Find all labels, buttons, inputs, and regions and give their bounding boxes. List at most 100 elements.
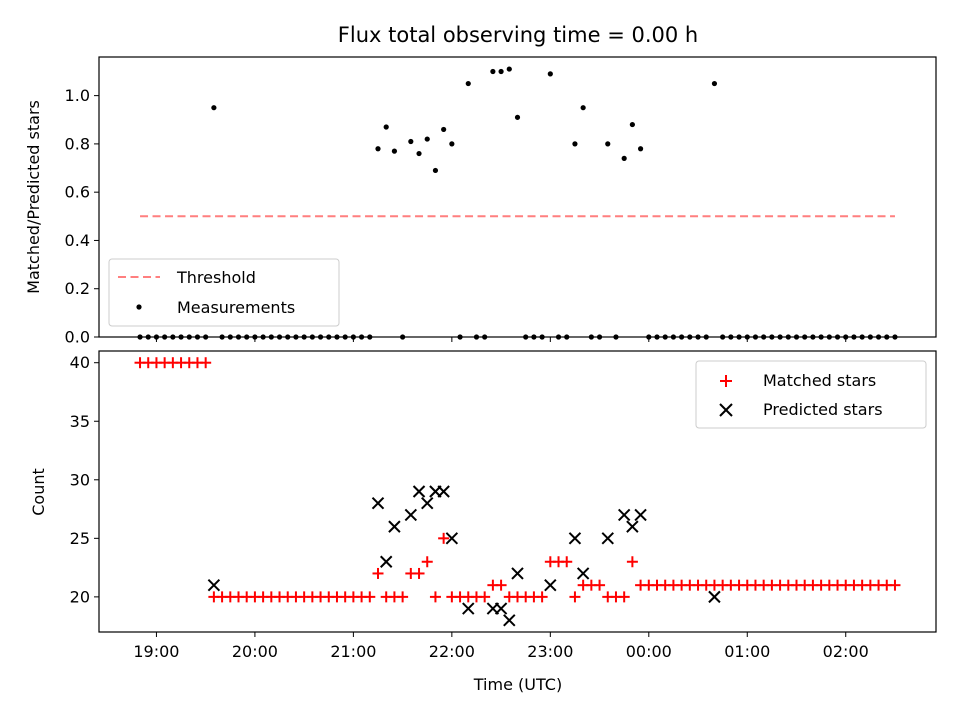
measurement-point <box>203 334 209 340</box>
measurement-point <box>358 334 365 340</box>
measurement-point <box>687 334 693 340</box>
measurement-point <box>268 334 274 340</box>
measurement-point <box>153 334 160 340</box>
measurement-point <box>432 167 439 174</box>
measurement-point <box>580 105 586 111</box>
measurement-point <box>629 121 635 128</box>
measurement-point <box>482 334 488 340</box>
matched-star-marker <box>536 591 548 603</box>
measurement-point <box>490 68 496 75</box>
bottom-y-axis-label: Count <box>29 468 48 516</box>
measurement-point <box>145 334 151 340</box>
bottom-y-tick-label: 35 <box>70 412 90 431</box>
measurement-point <box>400 334 406 340</box>
measurement-point <box>342 334 348 340</box>
measurement-point <box>777 334 783 340</box>
measurement-point <box>843 334 849 340</box>
bottom-y-ticks: 20 25 30 35 40 <box>70 353 99 606</box>
bottom-x-ticks: 19:00 20:00 21:00 22:00 23:00 00:00 01:00 02:00 <box>133 632 869 661</box>
measurement-point <box>662 334 668 340</box>
predicted-star-marker <box>462 602 475 615</box>
top-y-tick-label: 0.4 <box>65 231 90 250</box>
legend-measurements-swatch <box>136 304 142 310</box>
measurement-point <box>334 334 340 340</box>
measurement-point <box>473 334 480 340</box>
legend-predicted-label: Predicted stars <box>763 400 883 419</box>
measurement-point <box>884 334 890 340</box>
x-tick-label: 02:00 <box>823 642 869 661</box>
measurement-point <box>408 138 414 145</box>
measurement-point <box>793 334 800 340</box>
measurement-point <box>728 334 734 340</box>
chart-title: Flux total observing time = 0.00 h <box>338 23 698 47</box>
predicted-star-marker <box>626 520 639 533</box>
x-tick-label: 21:00 <box>330 642 376 661</box>
measurement-point <box>276 334 283 340</box>
measurement-point <box>613 334 619 340</box>
measurement-point <box>498 68 504 75</box>
measurement-point <box>646 334 652 340</box>
measurement-point <box>605 141 611 147</box>
measurement-point <box>235 334 242 340</box>
predicted-star-marker <box>544 578 557 592</box>
matched-star-marker <box>889 579 901 591</box>
measurement-point <box>785 334 791 340</box>
matched-star-marker <box>397 591 409 603</box>
top-panel: 0.0 0.2 0.4 0.6 0.8 1.0 Matched/Predicted sta… <box>24 56 937 347</box>
measurement-point <box>170 334 176 340</box>
measurement-point <box>350 334 356 340</box>
matched-star-marker <box>200 357 212 369</box>
measurement-point <box>679 334 685 340</box>
top-y-tick-label: 0.8 <box>65 134 90 153</box>
matched-star-marker <box>421 556 433 568</box>
measurement-point <box>810 334 816 340</box>
bottom-legend-box <box>695 360 927 429</box>
measurement-point <box>588 334 594 340</box>
x-tick-label: 01:00 <box>724 642 770 661</box>
measurement-point <box>514 114 521 120</box>
x-tick-label: 23:00 <box>527 642 573 661</box>
top-y-tick-label: 0.2 <box>65 279 90 298</box>
x-tick-label: 00:00 <box>626 642 672 661</box>
predicted-star-marker <box>568 532 582 545</box>
measurement-point <box>424 136 430 142</box>
measurement-point <box>186 334 192 340</box>
predicted-star-marker <box>511 567 524 580</box>
measurement-point <box>802 334 808 340</box>
predicted-star-marker <box>617 508 631 522</box>
measurement-point <box>761 334 767 340</box>
measurement-point <box>818 334 824 340</box>
top-y-tick-label: 0.0 <box>65 328 90 347</box>
measurement-point <box>465 80 471 87</box>
top-y-tick-label: 1.0 <box>65 86 90 105</box>
predicted-star-marker <box>388 520 401 533</box>
measurement-point <box>162 334 168 340</box>
measurement-point <box>506 66 512 72</box>
measurement-point <box>637 146 644 152</box>
measurement-point <box>867 334 873 340</box>
matched-star-marker <box>626 556 638 568</box>
predicted-star-marker <box>503 614 516 627</box>
legend-predicted-swatch <box>719 403 733 417</box>
predicted-star-marker <box>601 532 614 545</box>
matched-star-marker <box>594 579 606 591</box>
legend-threshold-label: Threshold <box>176 268 256 287</box>
measurement-point <box>457 334 463 340</box>
predicted-star-marker <box>371 497 385 510</box>
measurement-point <box>211 105 217 111</box>
predicted-star-marker <box>404 508 418 522</box>
bottom-panel: 20 25 30 35 40 19:00 20:00 21:00 22:00 23:00 00:0… <box>29 350 937 694</box>
matched-star-marker <box>618 591 630 603</box>
measurement-point <box>547 71 553 77</box>
measurement-point <box>309 334 315 340</box>
top-y-tick-label: 0.6 <box>65 183 90 202</box>
matched-star-marker <box>429 591 441 603</box>
legend-matched-swatch <box>720 375 732 387</box>
measurement-points <box>137 66 898 340</box>
measurement-point <box>752 334 759 340</box>
measurement-point <box>260 334 266 340</box>
measurement-point <box>736 334 742 340</box>
predicted-stars-points <box>207 485 721 627</box>
measurement-point <box>531 334 537 340</box>
measurement-point <box>244 334 250 340</box>
